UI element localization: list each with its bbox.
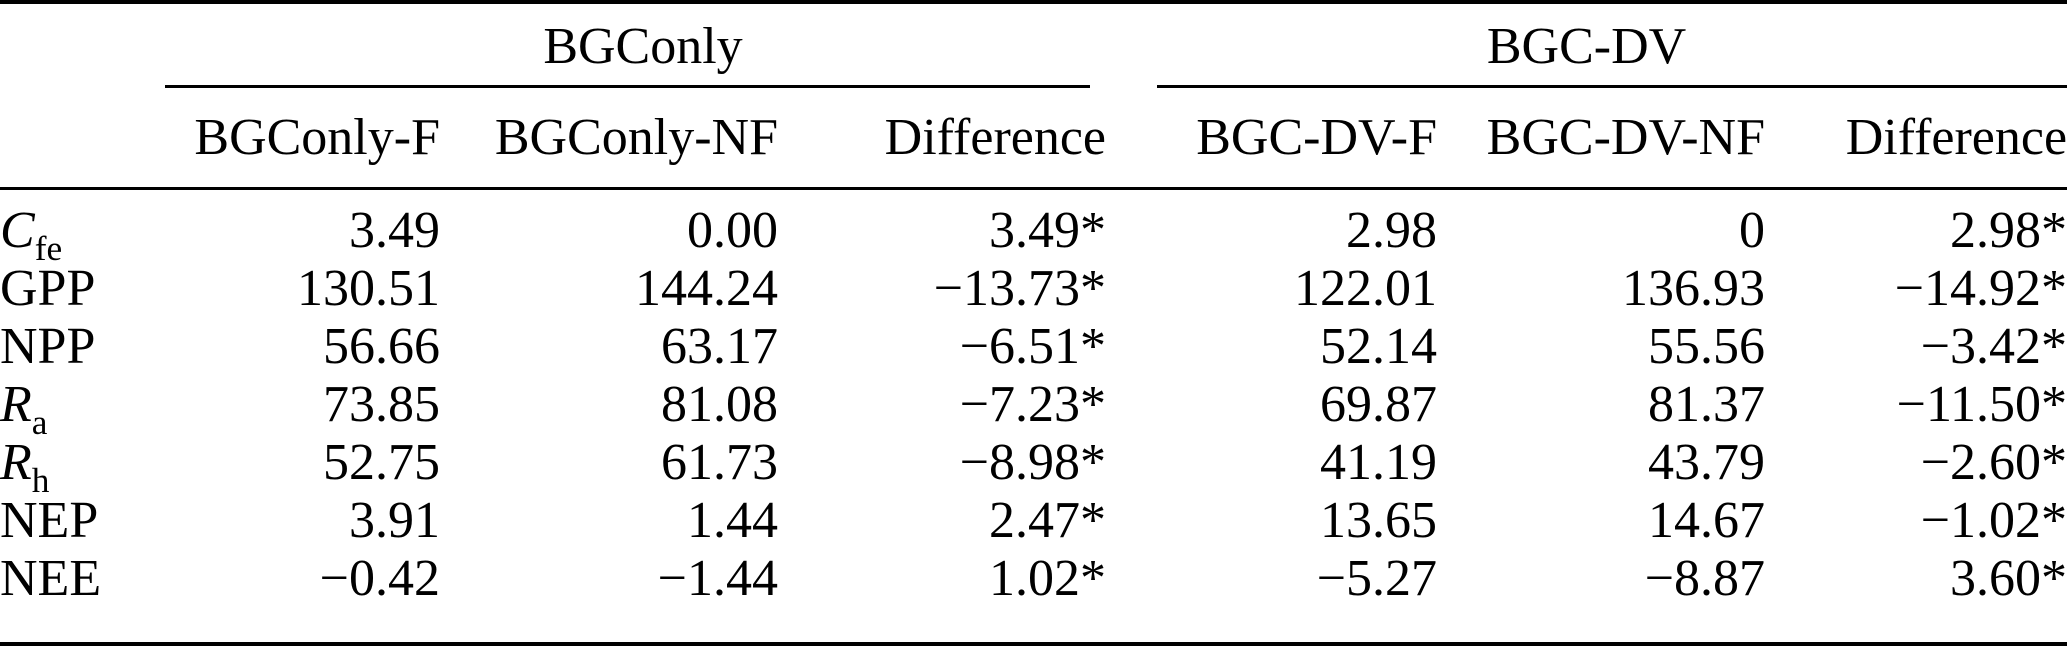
cell-value: 55.56 [1648,318,1766,375]
corner-blank-cell [0,2,180,88]
cell-value: 56.66 [323,318,440,375]
cell-value: 73.85 [323,376,440,433]
row-label-nee: NEE [0,550,180,644]
cell-value: −3.42* [1920,318,2067,375]
col-header-bgc-dv-nf: BGC-DV-NF [1437,88,1766,190]
variable-symbol: C [0,202,35,259]
table-row-gpp: GPP 130.51 144.24 −13.73* 122.01 136.93 … [0,260,2067,318]
row-label-cfe: Cfe [0,189,180,266]
cell-value: −11.50* [1896,376,2067,433]
cell-value: −14.92* [1894,260,2067,317]
cell-value: 0.00 [687,202,778,259]
variable-subscript: fe [34,228,63,269]
row-label-rh: Rh [0,434,180,498]
cell-value: 1.44 [687,492,778,549]
cell-value: −1.44 [657,550,778,607]
table-row-ra: Ra 73.85 81.08 −7.23* 69.87 81.37 −11.50… [0,376,2067,440]
row-label-ra: Ra [0,376,180,440]
cell-value: −8.87 [1644,550,1766,607]
variable-symbol: NPP [0,318,96,375]
cell-value: 136.93 [1622,260,1766,317]
cell-value: 3.60* [1950,550,2067,607]
table-row-rh: Rh 52.75 61.73 −8.98* 41.19 43.79 −2.60* [0,434,2067,498]
row-label-gpp: GPP [0,260,180,318]
col-header-difference-right: Difference [1765,88,2067,190]
cell-value: 3.49 [349,202,440,259]
table-row-nee: NEE −0.42 −1.44 1.02* −5.27 −8.87 3.60* [0,550,2067,644]
cell-value: −2.60* [1920,434,2067,491]
cell-value: −7.23* [959,376,1107,433]
cell-value: 144.24 [635,260,778,317]
cell-value: 41.19 [1320,434,1438,491]
column-header-row: BGConly-F BGConly-NF Difference BGC-DV-F… [0,88,2067,190]
cell-value: 14.67 [1648,492,1766,549]
cell-value: 52.75 [323,434,440,491]
variable-symbol: NEE [0,550,102,607]
cell-value: −0.42 [319,550,440,607]
col-header-bgc-dv-f: BGC-DV-F [1106,88,1438,190]
cell-value: 61.73 [661,434,778,491]
cell-value: 0 [1739,202,1766,259]
cell-value: 130.51 [297,260,440,317]
cell-value: −8.98* [959,434,1107,491]
table-row-npp: NPP 56.66 63.17 −6.51* 52.14 55.56 −3.42… [0,318,2067,376]
cell-value: 2.47* [989,492,1107,549]
row-label-npp: NPP [0,318,180,376]
cell-value: 2.98* [1950,202,2067,259]
group-header-bgconly: BGConly [164,2,1106,88]
cell-value: −5.27 [1316,550,1438,607]
stub-blank-cell [0,88,180,190]
row-label-nep: NEP [0,492,180,550]
group-header-bgc-dv: BGC-DV [1106,2,2067,88]
cell-value: 122.01 [1294,260,1438,317]
cell-value: −13.73* [933,260,1107,317]
col-header-bgconly-nf: BGConly-NF [440,88,778,190]
cell-value: −1.02* [1920,492,2067,549]
cell-value: 43.79 [1648,434,1766,491]
col-header-difference-left: Difference [778,88,1107,190]
cell-value: 3.91 [349,492,440,549]
group-label-bgc-dv: BGC-DV [1486,17,1687,75]
cell-value: 13.65 [1320,492,1438,549]
cell-value: 69.87 [1320,376,1438,433]
cell-value: 1.02* [989,550,1107,607]
cell-value: −6.51* [959,318,1107,375]
cell-value: 3.49* [989,202,1107,259]
cell-value: 81.37 [1648,376,1766,433]
variable-symbol: R [0,376,32,433]
variable-symbol: R [0,434,32,491]
variable-symbol: NEP [0,492,99,549]
group-header-row: BGConly BGC-DV [0,2,2067,88]
cell-value: 52.14 [1320,318,1438,375]
cell-value: 81.08 [661,376,778,433]
col-header-bgconly-f: BGConly-F [180,88,440,190]
table-row-cfe: Cfe 3.49 0.00 3.49* 2.98 0 2.98* [0,189,2067,266]
variable-symbol: GPP [0,260,96,317]
cell-value: 2.98 [1346,202,1438,259]
cell-value: 63.17 [661,318,778,375]
group-label-bgconly: BGConly [543,17,743,75]
table-row-nep: NEP 3.91 1.44 2.47* 13.65 14.67 −1.02* [0,492,2067,550]
variable-subscript: h [31,460,50,501]
variable-subscript: a [31,402,48,443]
